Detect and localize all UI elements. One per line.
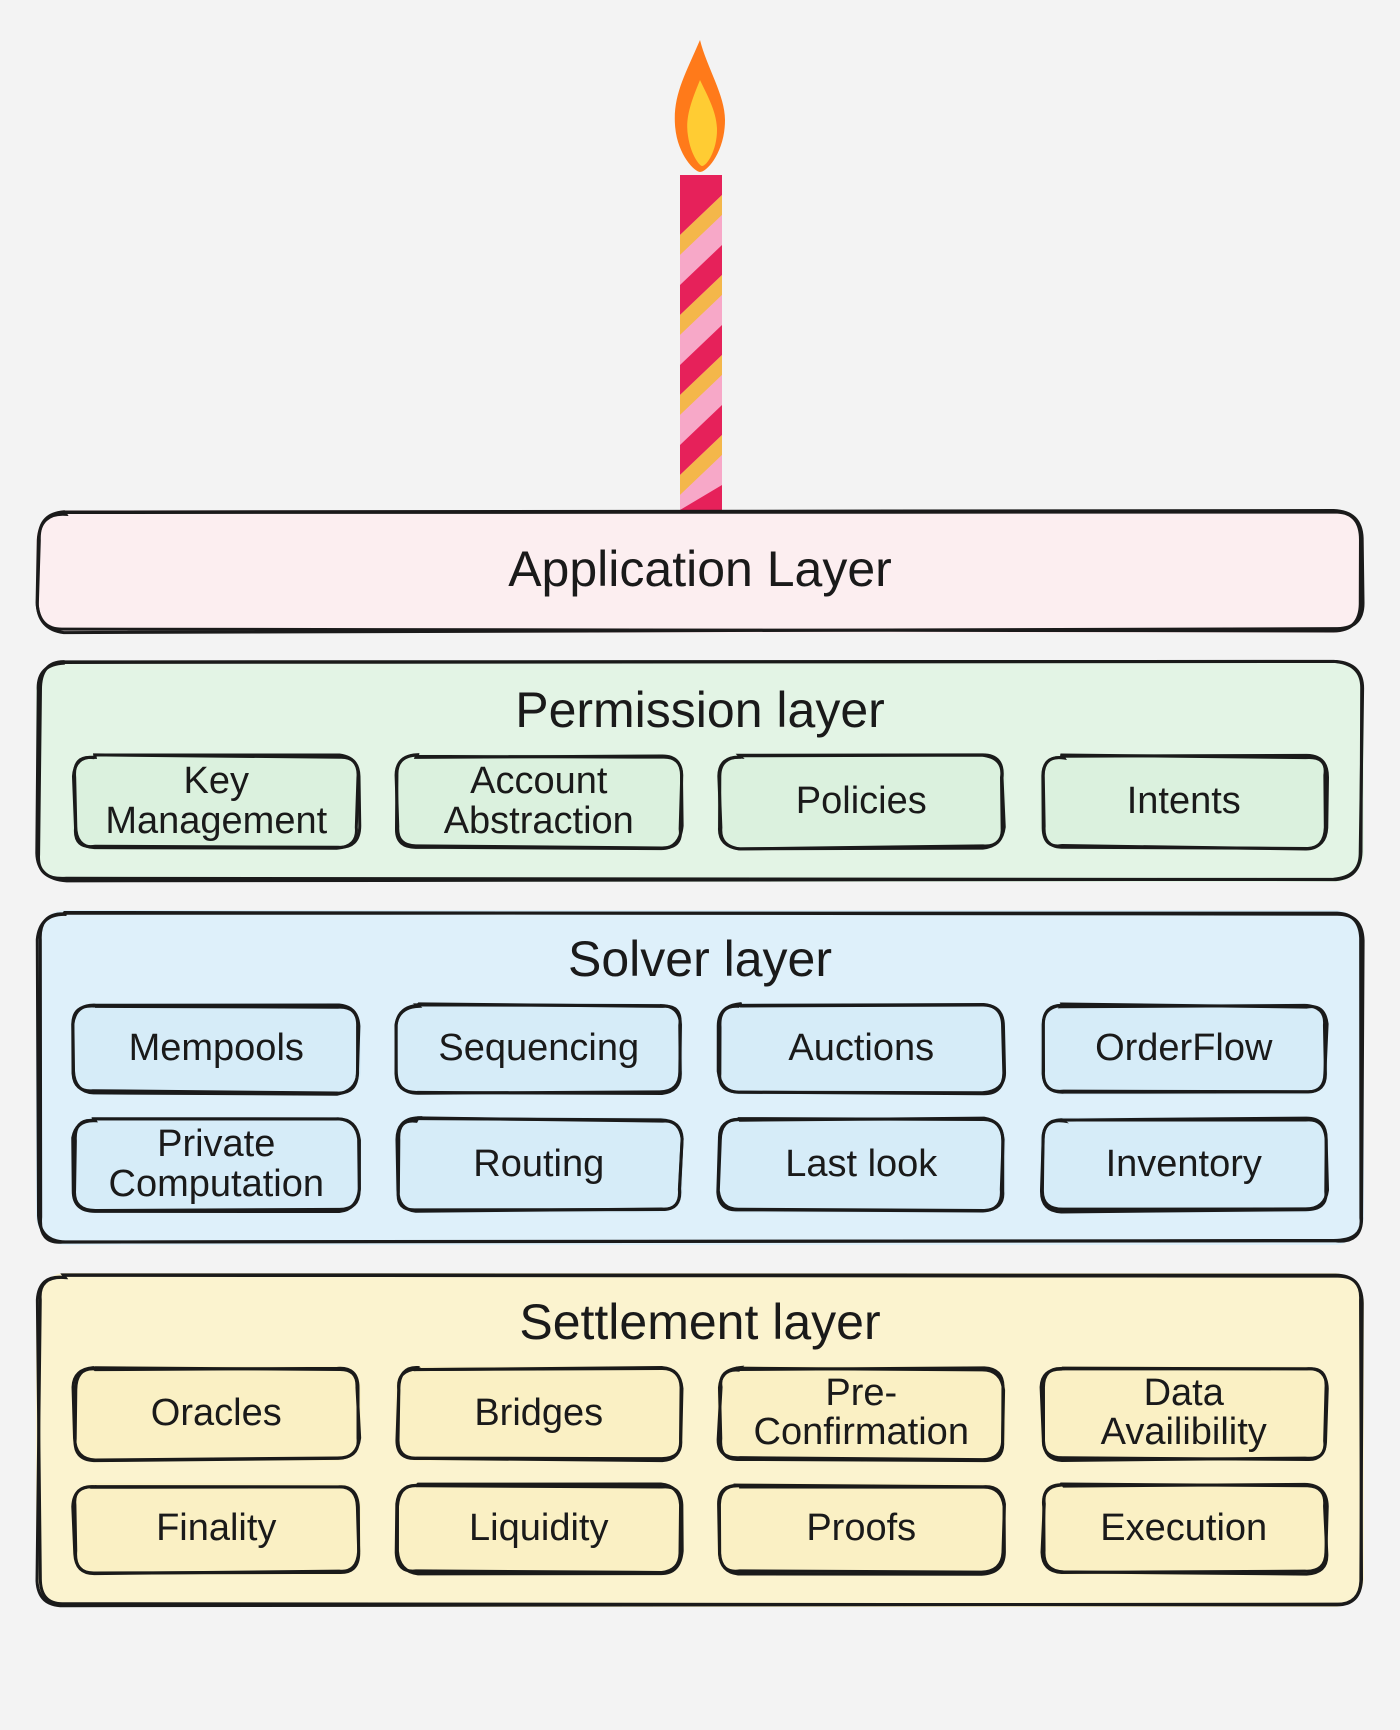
pill-settlement-7: Execution [1040, 1483, 1329, 1575]
pill-label: Inventory [1106, 1145, 1262, 1185]
candle-icon [625, 40, 775, 510]
pill-solver-6: Last look [717, 1117, 1006, 1213]
pill-settlement-4: Finality [72, 1483, 361, 1575]
pill-label: Key Management [105, 762, 327, 842]
pill-settlement-3: Data Availibility [1040, 1366, 1329, 1462]
pill-permission-2: Policies [717, 754, 1006, 850]
pill-grid: Mempools Sequencing Auctions OrderFlow Priva… [58, 1003, 1342, 1223]
pill-permission-1: Account Abstraction [395, 754, 684, 850]
candle-zone [0, 0, 1400, 510]
pill-label: Oracles [151, 1394, 282, 1434]
pill-permission-0: Key Management [72, 754, 361, 850]
pill-label: Execution [1100, 1509, 1267, 1549]
pill-label: OrderFlow [1095, 1029, 1272, 1069]
pill-label: Data Availibility [1101, 1374, 1267, 1454]
pill-label: Account Abstraction [444, 762, 634, 842]
pill-settlement-1: Bridges [395, 1366, 684, 1462]
pill-settlement-6: Proofs [717, 1483, 1006, 1575]
pill-label: Proofs [806, 1509, 916, 1549]
layer-settlement: Settlement layer Oracles Bridges Pre- Confi… [36, 1273, 1364, 1608]
pill-label: Private Computation [109, 1125, 324, 1205]
pill-label: Routing [473, 1145, 604, 1185]
pill-grid: Oracles Bridges Pre- Confirmation Data Avai… [58, 1366, 1342, 1586]
pill-solver-1: Sequencing [395, 1003, 684, 1095]
diagram-canvas: Application Layer Permission layer Key Man… [0, 0, 1400, 1730]
pill-solver-0: Mempools [72, 1003, 361, 1095]
layer-title: Permission layer [58, 683, 1342, 738]
pill-label: Pre- Confirmation [754, 1374, 969, 1454]
pill-permission-3: Intents [1040, 754, 1329, 850]
layer-application: Application Layer [36, 510, 1364, 633]
pill-label: Last look [785, 1145, 937, 1185]
pill-label: Liquidity [469, 1509, 608, 1549]
pill-label: Policies [796, 782, 927, 822]
layer-title: Settlement layer [58, 1295, 1342, 1350]
layers-container: Application Layer Permission layer Key Man… [0, 510, 1400, 1607]
pill-solver-4: Private Computation [72, 1117, 361, 1213]
pill-settlement-2: Pre- Confirmation [717, 1366, 1006, 1462]
layer-solver: Solver layer Mempools Sequencing Auctions Or… [36, 910, 1364, 1245]
pill-grid: Key Management Account Abstraction Policie… [58, 754, 1342, 860]
pill-settlement-0: Oracles [72, 1366, 361, 1462]
layer-title: Solver layer [58, 932, 1342, 987]
pill-solver-3: OrderFlow [1040, 1003, 1329, 1095]
candle-body [680, 175, 722, 510]
pill-solver-7: Inventory [1040, 1117, 1329, 1213]
layer-title: Application Layer [58, 542, 1342, 597]
pill-label: Mempools [129, 1029, 304, 1069]
pill-solver-5: Routing [395, 1117, 684, 1213]
pill-label: Auctions [788, 1029, 934, 1069]
pill-solver-2: Auctions [717, 1003, 1006, 1095]
pill-label: Intents [1127, 782, 1241, 822]
layer-permission: Permission layer Key Management Account Ab… [36, 661, 1364, 882]
pill-label: Sequencing [438, 1029, 639, 1069]
pill-settlement-5: Liquidity [395, 1483, 684, 1575]
pill-label: Finality [156, 1509, 276, 1549]
pill-label: Bridges [474, 1394, 603, 1434]
